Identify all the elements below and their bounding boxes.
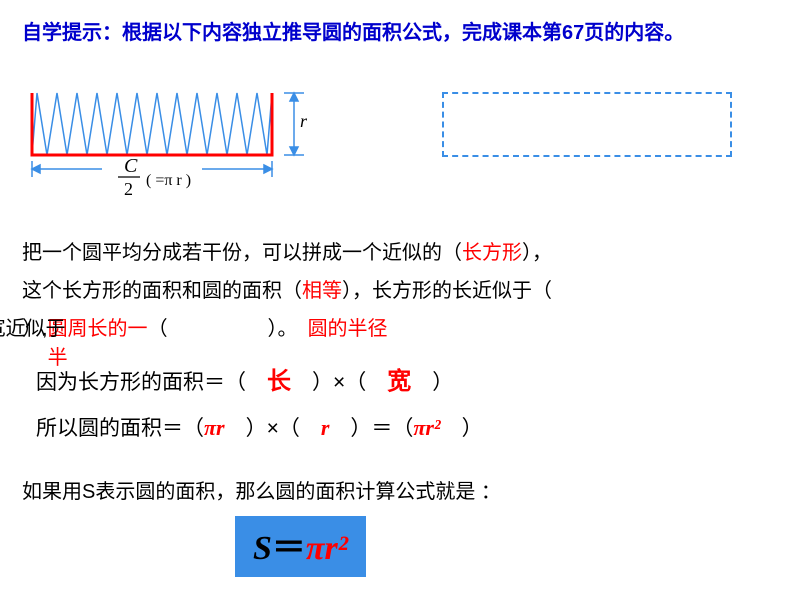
answer-radius: 圆的半径 xyxy=(308,318,388,340)
diagram-svg: r C 2 ( =π r ) xyxy=(22,85,332,215)
row2-a: 所以圆的面积＝（ xyxy=(36,417,204,440)
line3-mid-text: 宽近似于 xyxy=(0,311,66,347)
answer-pir: πr xyxy=(204,415,225,440)
line3-part-b: （ ）。 xyxy=(148,318,288,340)
answer-sq: ² xyxy=(434,415,441,440)
line2-part-a: 这个长方形的面积和圆的面积（ xyxy=(22,280,302,302)
row2-c: ）＝（ xyxy=(329,417,413,440)
formula-row-1: 因为长方形的面积＝（ 长 ）×（ 宽 ） xyxy=(36,359,772,405)
answer-equal: 相等 xyxy=(302,280,342,302)
pi-r-label: ( =π r ) xyxy=(146,172,191,189)
final-formula-box: S＝πr² xyxy=(235,516,366,577)
formula-derivation: 因为长方形的面积＝（ 长 ）×（ 宽 ） 所以圆的面积＝（πr ）×（ r ）＝… xyxy=(22,359,772,448)
formula-s: S xyxy=(253,530,272,567)
formula-eq: ＝ xyxy=(272,530,306,567)
circle-rectangle-diagram: r C 2 ( =π r ) xyxy=(22,85,332,220)
row1-a: 因为长方形的面积＝（ xyxy=(36,371,267,394)
text-line-3: ）,圆周长的一半宽近似于（ ）。 圆的半径 xyxy=(22,311,772,347)
line1-part-b: ）， xyxy=(522,242,552,264)
divisor-2: 2 xyxy=(124,179,133,199)
self-study-title: 自学提示：根据以下内容独立推导圆的面积公式，完成课本第67页的内容。 xyxy=(22,18,772,48)
final-statement: 如果用S表示圆的面积，那么圆的面积计算公式就是 ： xyxy=(22,475,501,504)
line2-part-b: ），长方形的长近似于（ xyxy=(342,280,552,302)
dashed-placeholder-rect xyxy=(442,92,732,157)
text-line-2: 这个长方形的面积和圆的面积（相等），长方形的长近似于（ xyxy=(22,273,772,309)
row2-d: ） xyxy=(441,417,483,440)
text-line-1: 把一个圆平均分成若干份，可以拼成一个近似的（长方形）， xyxy=(22,235,772,271)
answer-rectangle: 长方形 xyxy=(462,242,522,264)
answer-width: 宽 xyxy=(387,368,411,395)
r-label: r xyxy=(300,111,308,131)
row1-b: ）×（ xyxy=(291,371,387,394)
formula-pir: πr xyxy=(306,530,338,567)
formula-squared: ² xyxy=(338,530,348,567)
answer-length: 长 xyxy=(267,368,291,395)
row1-c: ） xyxy=(411,371,453,394)
explanation-text: 把一个圆平均分成若干份，可以拼成一个近似的（长方形）， 这个长方形的面积和圆的面… xyxy=(22,235,772,448)
row2-b: ）×（ xyxy=(225,417,321,440)
final-text-content: 如果用S表示圆的面积，那么圆的面积计算公式就是 ： xyxy=(22,481,501,503)
formula-row-2: 所以圆的面积＝（πr ）×（ r ）＝（πr² ） xyxy=(36,407,772,449)
c-label: C xyxy=(124,155,138,177)
answer-pir2: πr xyxy=(413,415,434,440)
line1-part-a: 把一个圆平均分成若干份，可以拼成一个近似的（ xyxy=(22,242,462,264)
